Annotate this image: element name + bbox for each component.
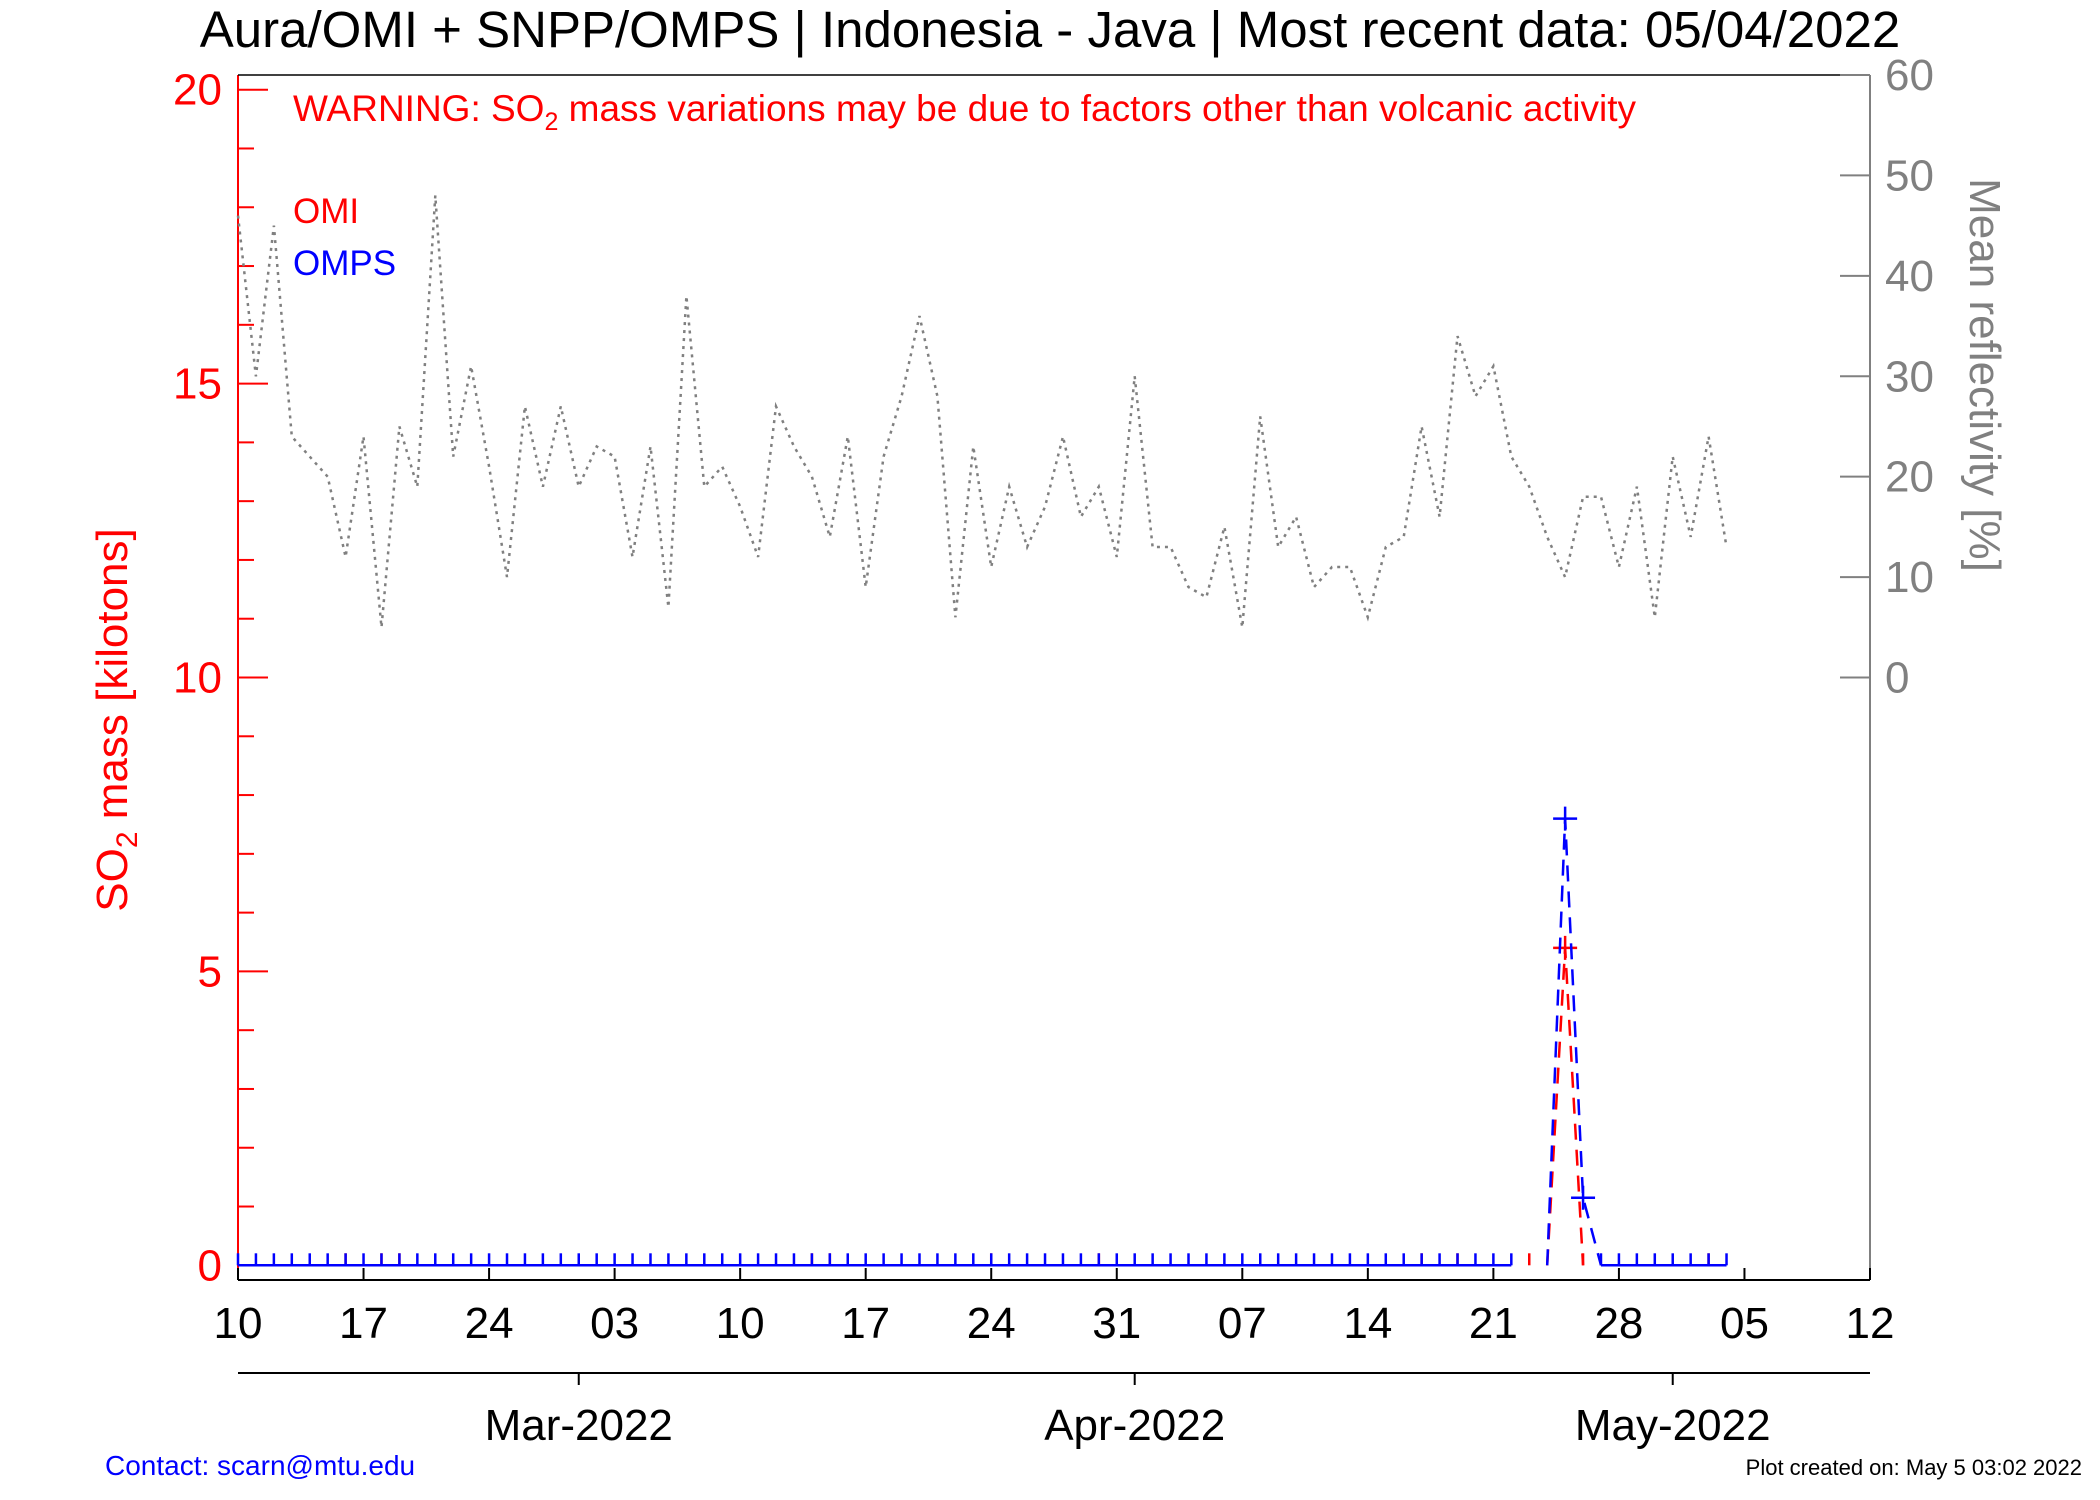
x-tick-label: 17 [339, 1299, 388, 1348]
x-tick-label: 10 [716, 1299, 765, 1348]
left-tick-label: 10 [173, 654, 222, 703]
legend-omi: OMI [293, 192, 359, 231]
x-tick-label: 24 [465, 1299, 514, 1348]
x-tick-label: 10 [214, 1299, 263, 1348]
x-tick-label: 05 [1720, 1299, 1769, 1348]
legend-omps: OMPS [293, 244, 396, 283]
y-axis-left-sub: 2 [111, 831, 144, 848]
x-tick-label: 24 [967, 1299, 1016, 1348]
x-tick-label: 28 [1594, 1299, 1643, 1348]
right-tick-label: 30 [1885, 352, 1934, 401]
left-tick-label: 20 [173, 66, 222, 115]
omps-point [1571, 1185, 1596, 1210]
y-axis-left-prefix: SO [88, 848, 137, 912]
reflectivity-line [236, 195, 1728, 628]
left-axis-ticks: 0 5 10 15 20 [173, 66, 268, 1290]
month-axis-ticks: Mar-2022 Apr-2022 May-2022 [485, 1373, 1771, 1450]
omps-point [1553, 806, 1578, 831]
right-axis-ticks: 0 10 20 30 40 50 60 [1840, 51, 1934, 703]
right-tick-label: 40 [1885, 252, 1934, 301]
x-tick-label: 31 [1092, 1299, 1141, 1348]
x-tick-label: 12 [1846, 1299, 1895, 1348]
x-tick-label: 21 [1469, 1299, 1518, 1348]
warning-suffix: mass variations may be due to factors ot… [558, 88, 1636, 129]
warning-prefix: WARNING: SO [293, 88, 544, 129]
y-axis-right-label: Mean reflectivity [%] [1960, 178, 2009, 572]
month-tick-label: May-2022 [1575, 1401, 1771, 1450]
right-tick-label: 0 [1885, 654, 1909, 703]
contact-text: Contact: scarn@mtu.edu [105, 1450, 415, 1481]
omps-series [236, 806, 1728, 1267]
x-tick-label: 17 [841, 1299, 890, 1348]
right-tick-label: 10 [1885, 553, 1934, 602]
omi-point [1553, 935, 1578, 960]
omps-peak-line [1545, 818, 1603, 1266]
x-tick-label: 14 [1343, 1299, 1392, 1348]
left-tick-label: 5 [198, 947, 222, 996]
x-tick-label: 07 [1218, 1299, 1267, 1348]
right-tick-label: 50 [1885, 151, 1934, 200]
left-tick-label: 0 [198, 1241, 222, 1290]
chart-title: Aura/OMI + SNPP/OMPS | Indonesia - Java … [200, 1, 1900, 58]
month-tick-label: Mar-2022 [485, 1401, 673, 1450]
x-axis-ticks: 10 17 24 03 10 17 24 31 07 14 21 28 05 12 [214, 1268, 1895, 1348]
warning-text: WARNING: SO2 mass variations may be due … [293, 88, 1636, 136]
reflectivity-series [236, 195, 1728, 628]
right-tick-label: 60 [1885, 51, 1934, 100]
x-tick-label: 03 [590, 1299, 639, 1348]
warning-sub: 2 [544, 108, 558, 136]
month-tick-label: Apr-2022 [1044, 1401, 1225, 1450]
plot-created-text: Plot created on: May 5 03:02 2022 [1746, 1455, 2082, 1480]
y-axis-left-suffix: mass [kilotons] [88, 528, 137, 831]
left-tick-label: 15 [173, 360, 222, 409]
right-tick-label: 20 [1885, 453, 1934, 502]
y-axis-left-label: SO2 mass [kilotons] [88, 528, 144, 911]
